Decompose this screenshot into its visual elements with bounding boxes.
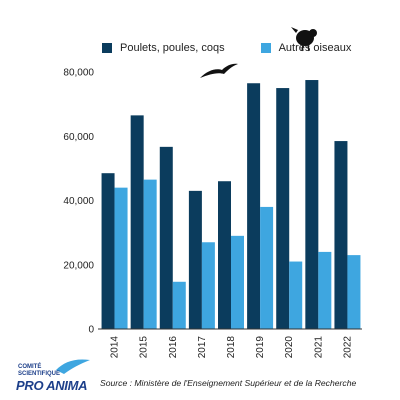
x-tick-label: 2015 — [139, 336, 150, 359]
legend-item-autres: Autres oiseaux — [260, 42, 352, 54]
bar-autres-2022 — [347, 255, 361, 329]
hen-silhouette-icon — [291, 27, 317, 52]
bar-autres-2017 — [201, 242, 215, 329]
pro-anima-bird-logo-icon — [56, 359, 90, 374]
bar-autres-2015 — [143, 179, 157, 329]
x-tick-label: 2019 — [255, 336, 266, 359]
x-tick-label: 2018 — [226, 336, 237, 359]
bar-poulets-2016 — [159, 146, 173, 329]
legend: Poulets, poules, coqs Autres oiseaux — [102, 42, 387, 54]
source-note: Source : Ministère de l'Enseignement Sup… — [100, 378, 357, 388]
legend-label: Autres oiseaux — [278, 42, 352, 54]
bar-poulets-2020 — [276, 88, 290, 329]
pro-anima-logo: COMITÉ SCIENTIFIQUE PRO ANIMA — [14, 356, 94, 396]
bird-silhouette-icon — [200, 63, 238, 78]
y-tick-label: 60,000 — [63, 132, 94, 143]
y-tick-label: 0 — [88, 325, 94, 336]
legend-item-poulets: Poulets, poules, coqs — [102, 42, 225, 54]
bar-poulets-2019 — [247, 83, 261, 330]
legend-label: Poulets, poules, coqs — [120, 42, 225, 54]
bar-poulets-2014 — [101, 173, 115, 329]
y-tick-label: 40,000 — [63, 196, 94, 207]
bar-poulets-2022 — [334, 141, 348, 329]
x-tick-label: 2022 — [342, 336, 353, 359]
bar-poulets-2021 — [305, 80, 319, 329]
logo-line-1: COMITÉ — [18, 364, 42, 370]
bar-autres-2019 — [260, 206, 274, 329]
logo-line-3: PRO ANIMA — [16, 378, 88, 393]
x-tick-label: 2016 — [168, 336, 179, 359]
bar-autres-2018 — [231, 235, 244, 329]
x-tick-label: 2020 — [284, 336, 295, 359]
x-tick-label: 2017 — [197, 336, 208, 359]
logo-line-2: SCIENTIFIQUE — [18, 371, 61, 377]
bar-autres-2014 — [114, 187, 128, 329]
bar-poulets-2015 — [130, 115, 144, 330]
bar-autres-2016 — [172, 281, 186, 329]
legend-swatch — [260, 43, 271, 53]
bar-poulets-2018 — [218, 181, 231, 329]
bars — [101, 80, 361, 330]
y-tick-label: 80,000 — [63, 68, 94, 79]
x-tick-label: 2014 — [110, 336, 121, 359]
bar-autres-2020 — [289, 261, 303, 329]
x-axis: 2014 2015 2016 2017 2018 2019 2020 2021 2022 — [110, 336, 354, 359]
y-axis: 0 20,000 40,000 60,000 80,000 — [63, 68, 94, 336]
legend-swatch — [102, 43, 112, 53]
x-tick-label: 2021 — [313, 336, 324, 359]
y-tick-label: 20,000 — [63, 260, 94, 271]
bar-autres-2021 — [318, 251, 332, 329]
bar-poulets-2017 — [188, 190, 202, 329]
